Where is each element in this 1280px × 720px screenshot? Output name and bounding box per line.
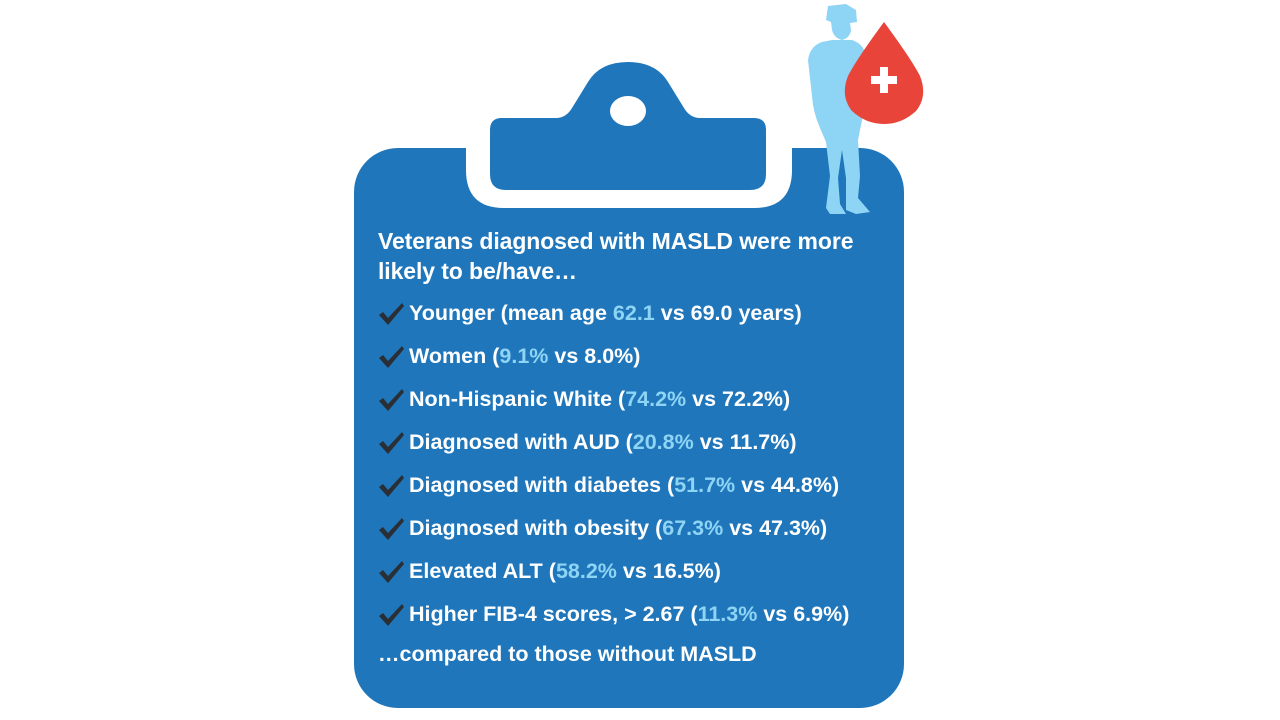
check-icon (379, 517, 404, 540)
finding-item: Women (9.1% vs 8.0%) (378, 335, 878, 378)
finding-comparison: vs 72.2%) (686, 387, 791, 411)
finding-text: Diagnosed with obesity (67.3% vs 47.3%) (409, 516, 827, 541)
check-icon (379, 560, 404, 583)
finding-comparison: vs 44.8%) (735, 473, 840, 497)
finding-item: Younger (mean age 62.1 vs 69.0 years) (378, 292, 878, 335)
footer-note: …compared to those without MASLD (378, 642, 757, 666)
check-icon (379, 345, 404, 368)
finding-comparison: vs 8.0%) (548, 344, 641, 368)
finding-value: 58.2% (555, 559, 617, 583)
finding-text: Diagnosed with AUD (20.8% vs 11.7%) (409, 430, 797, 455)
finding-text: Higher FIB-4 scores, > 2.67 (11.3% vs 6.… (409, 602, 849, 627)
finding-text: Non-Hispanic White (74.2% vs 72.2%) (409, 387, 790, 412)
finding-value: 9.1% (499, 344, 549, 368)
finding-value: 20.8% (632, 430, 694, 454)
finding-label: Elevated ALT ( (409, 559, 556, 583)
finding-item: Higher FIB-4 scores, > 2.67 (11.3% vs 6.… (378, 593, 878, 636)
check-icon (379, 431, 404, 454)
finding-text: Women (9.1% vs 8.0%) (409, 344, 640, 369)
finding-value: 51.7% (674, 473, 736, 497)
finding-label: Younger (mean age (409, 301, 613, 325)
clipboard-content: Veterans diagnosed with MASLD were more … (378, 226, 878, 669)
finding-item: Diagnosed with AUD (20.8% vs 11.7%) (378, 421, 878, 464)
finding-value: 74.2% (625, 387, 687, 411)
finding-comparison: vs 69.0 years) (654, 301, 802, 325)
finding-text: Younger (mean age 62.1 vs 69.0 years) (409, 301, 802, 326)
clip-hole (610, 96, 646, 126)
finding-comparison: vs 47.3%) (723, 516, 828, 540)
check-icon (379, 474, 404, 497)
finding-comparison: vs 6.9%) (757, 602, 850, 626)
blood-drop-plus-icon (844, 22, 924, 124)
finding-text: Diagnosed with diabetes (51.7% vs 44.8%) (409, 473, 839, 498)
finding-label: Diagnosed with diabetes ( (409, 473, 675, 497)
finding-item: Diagnosed with diabetes (51.7% vs 44.8%) (378, 464, 878, 507)
finding-item: Diagnosed with obesity (67.3% vs 47.3%) (378, 507, 878, 550)
finding-label: Higher FIB-4 scores, > 2.67 ( (409, 602, 698, 626)
finding-comparison: vs 11.7%) (693, 430, 797, 454)
finding-label: Women ( (409, 344, 500, 368)
check-icon (379, 603, 404, 626)
finding-text: Elevated ALT (58.2% vs 16.5%) (409, 559, 721, 584)
finding-label: Diagnosed with obesity ( (409, 516, 663, 540)
heading: Veterans diagnosed with MASLD were more … (378, 228, 854, 284)
findings-list: Younger (mean age 62.1 vs 69.0 years) Wo… (378, 292, 878, 636)
finding-value: 11.3% (697, 602, 758, 626)
finding-value: 62.1 (612, 301, 655, 325)
clipboard-board (354, 148, 904, 708)
finding-label: Diagnosed with AUD ( (409, 430, 633, 454)
finding-value: 67.3% (662, 516, 724, 540)
finding-label: Non-Hispanic White ( (409, 387, 626, 411)
finding-item: Non-Hispanic White (74.2% vs 72.2%) (378, 378, 878, 421)
finding-item: Elevated ALT (58.2% vs 16.5%) (378, 550, 878, 593)
check-icon (379, 388, 404, 411)
finding-comparison: vs 16.5%) (616, 559, 721, 583)
check-icon (379, 302, 404, 325)
